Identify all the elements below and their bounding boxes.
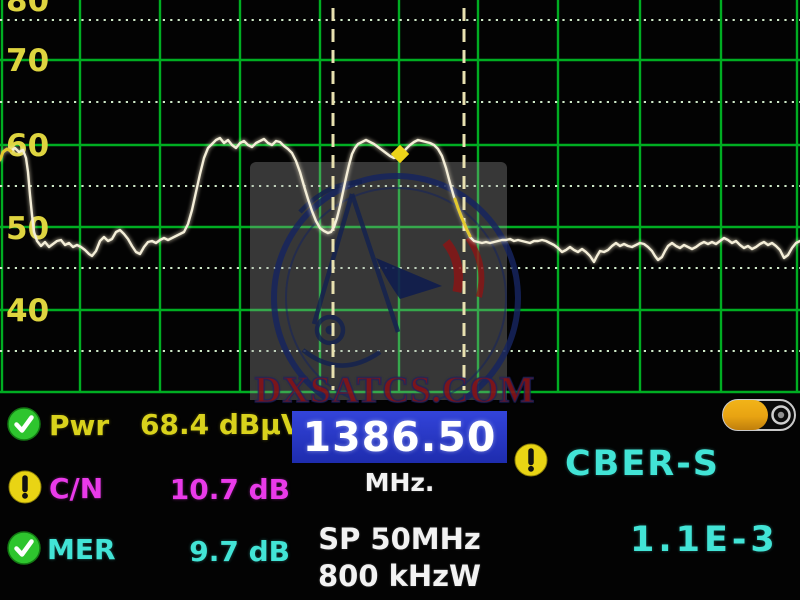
cn-value: 10.7 dB [169,473,290,506]
marker-diamond-icon [390,144,410,164]
y-axis-label-60: 60 [6,128,49,164]
pwr-value: 68.4 dBµV [140,408,303,441]
sextant-icon [298,179,401,368]
mer-value: 9.7 dB [189,535,290,568]
span-setting: SP 50MHz [318,522,481,556]
cber-label: CBER-S [565,444,720,484]
y-axis-label-70: 70 [6,43,49,79]
bandwidth-setting: 800 kHzW [317,559,482,593]
battery-level [723,400,768,430]
watermark-logo [250,162,521,400]
mer-label: MER [47,533,116,566]
y-axis-label-80: 80 [6,0,49,19]
y-axis-label-40: 40 [6,293,49,329]
frequency-value: 1386.50 [302,413,497,461]
check-icon [7,407,41,441]
warning-icon [8,470,42,504]
ber-value: 1.1E-3 [630,520,779,560]
y-axis-labels: 80 70 60 50 40 [6,0,49,329]
cn-label: C/N [49,472,104,505]
trace-highlight [0,147,13,162]
watermark-arrow-icon [376,258,442,299]
spectrum-trace [0,136,800,264]
y-axis-label-50: 50 [6,211,49,247]
spectrum-plot: 80 70 60 50 40 [0,0,800,400]
pwr-label: Pwr [49,409,110,442]
frequency-unit: MHz. [364,468,435,497]
watermark-panel [250,162,507,400]
watermark-text: DXSATCS.COM [254,369,536,412]
battery-icon [722,399,796,431]
battery-terminal [771,405,791,425]
frequency-box: 1386.50 [292,411,507,463]
watermark-circle-icon [271,173,521,400]
warning-icon [514,443,548,477]
trace-highlight [453,197,472,238]
battery-terminal-dot [777,411,785,419]
check-icon [7,531,41,565]
watermark-inner-circle-icon [285,187,507,400]
signal-arcs-icon [442,236,485,298]
